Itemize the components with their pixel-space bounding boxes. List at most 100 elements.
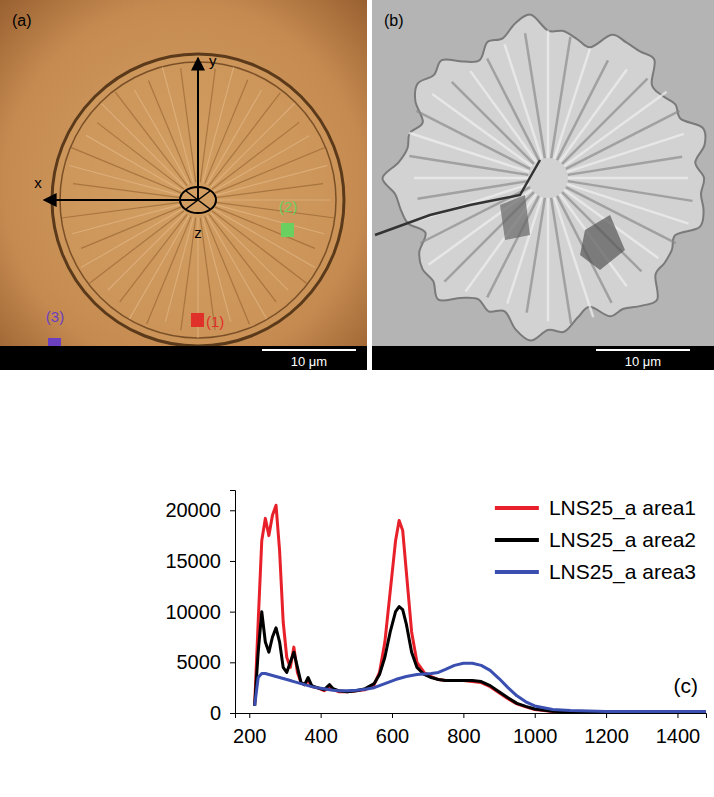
micrograph-background [0,0,367,370]
fibre [102,104,185,187]
area-label: (1) [206,313,224,330]
series-lines [255,505,706,713]
fibre [525,33,545,158]
scale-bar [596,349,690,351]
fibre [212,122,299,189]
fibre [209,214,276,301]
x-tick-mark [249,713,250,718]
scale-label: 10 μm [291,354,327,369]
fibre [414,177,528,180]
legend-label: LNS25_a area2 [549,528,696,552]
x-tick-mark [606,713,607,718]
area-marker [281,223,294,237]
scale-strip [0,346,367,370]
fibre [181,68,196,182]
fibre [487,196,539,297]
y-tick: 15000 [165,550,235,572]
panel-letter: (b) [384,12,404,29]
legend-entry: LNS25_a area2 [495,528,696,552]
panel-b: (b) 10 μm [372,0,714,370]
axis-name: z [194,224,202,241]
panel-letter: (c) [674,674,699,697]
area-marker [191,313,204,327]
y-tick-label: 15000 [165,550,221,572]
panel-letter: (a) [12,12,32,29]
y-tick: 20000 [165,499,235,521]
y-tick: 5000 [177,651,236,673]
fibre [120,214,187,302]
x-tick-label: 1400 [656,725,701,747]
axis-name: x [34,174,42,191]
legend-entry: LNS25_a area3 [495,560,696,584]
series-line [255,607,706,713]
micrograph-background [372,0,714,370]
z-symbol [180,187,216,213]
fibre [216,199,330,200]
series-line [255,663,706,711]
fibre [71,147,182,193]
fibre [90,211,184,283]
axis-name: y [209,52,217,69]
series-line [255,505,706,713]
fibre [470,71,536,162]
x-tick-label: 400 [304,725,337,747]
y-tick-mark [230,561,235,562]
legend: LNS25_a area1 LNS25_a area2 LNS25_a area3 [495,496,696,584]
y-tick-label: 10000 [165,601,221,623]
fragment [500,195,530,240]
fibre [416,111,530,169]
x-tick-mark [463,713,464,718]
y-tick: 0 [210,702,235,724]
fibre [444,192,533,281]
fibre [115,92,187,186]
fibre [432,94,532,166]
fibre [211,213,289,291]
axis-arrow [197,58,199,200]
fibre [568,177,688,180]
y-tick: 10000 [165,601,235,623]
fibre [147,217,191,324]
fibre [214,209,315,267]
y-tick-label: 5000 [177,651,222,673]
legend-swatch [495,538,539,542]
x-axis-line [236,714,707,719]
x-tick: 400 [304,713,337,747]
legend-entry: LNS25_a area1 [495,496,696,520]
y-tick-mark [230,662,235,663]
fibre [212,211,306,283]
y-tick-mark [230,510,235,511]
crystal-body [382,15,705,341]
fibre [207,90,261,184]
x-tick-label: 600 [376,725,409,747]
fibre [547,30,550,158]
fibre [211,103,295,187]
area-label: (2) [279,198,297,215]
fibre [216,184,323,198]
scale-strip [372,346,714,370]
z-cross [186,191,210,209]
x-axis: 200400600800100012001400 [233,713,706,747]
axis-arrow [44,199,198,201]
x-tick-label: 1000 [513,725,558,747]
fibre [560,69,627,161]
fibre [209,93,280,186]
fibre [86,135,182,191]
y-axis: 0 5000 10000 15000 20000 [165,491,235,724]
y-tick-label: 20000 [165,499,221,521]
crystal-fibres [409,30,693,324]
fibre [551,198,571,324]
fibre [560,194,627,286]
scale-label: 10 μm [625,354,661,369]
x-tick-mark [535,713,536,718]
fragment [580,215,625,270]
x-tick-label: 200 [233,725,266,747]
legend-swatch [495,570,539,574]
x-tick-mark [392,713,393,718]
legend-label: LNS25_a area3 [549,560,696,584]
fibre [108,213,186,291]
legend-label: LNS25_a area1 [549,496,696,520]
y-tick-label: 0 [210,702,221,724]
scale-bar [262,349,356,351]
fibre [205,80,248,184]
x-tick-label: 1200 [584,725,629,747]
